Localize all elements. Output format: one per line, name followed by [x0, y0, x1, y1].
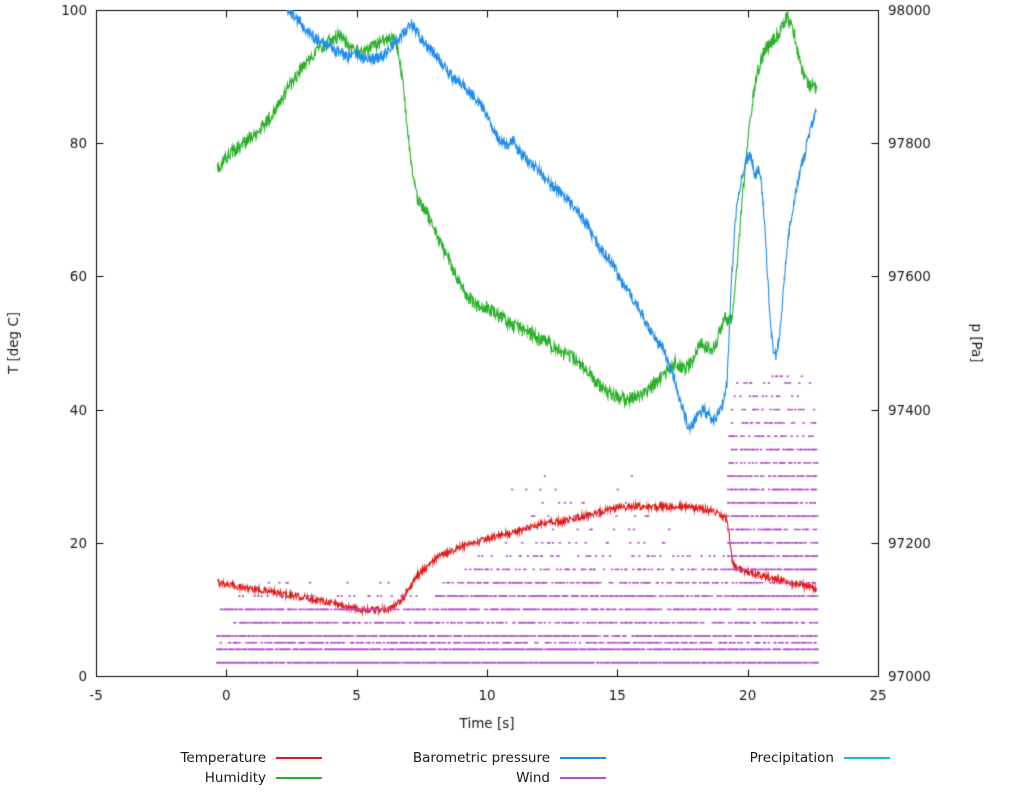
legend-item-precipitation: Precipitation — [606, 748, 890, 768]
legend-item-temperature: Temperature — [0, 748, 322, 768]
chart-legend: Temperature Humidity Barometric pressure Wi… — [0, 748, 1024, 800]
legend-line-swatch — [560, 777, 606, 779]
legend-label: Wind — [516, 770, 550, 786]
legend-line-swatch — [276, 757, 322, 759]
legend-line-swatch — [844, 757, 890, 759]
legend-line-swatch — [560, 757, 606, 759]
legend-item-wind: Wind — [322, 768, 606, 788]
legend-line-swatch — [276, 777, 322, 779]
legend-item-humidity: Humidity — [0, 768, 322, 788]
legend-label: Temperature — [180, 750, 266, 766]
weather-chart-canvas — [0, 0, 1024, 744]
legend-column: Temperature Humidity — [0, 748, 322, 788]
legend-label: Barometric pressure — [412, 750, 550, 766]
legend-item-barometric-pressure: Barometric pressure — [322, 748, 606, 768]
legend-label: Precipitation — [749, 750, 834, 766]
legend-column: Barometric pressure Wind — [322, 748, 606, 788]
legend-column: Precipitation — [606, 748, 890, 768]
legend-label: Humidity — [204, 770, 266, 786]
